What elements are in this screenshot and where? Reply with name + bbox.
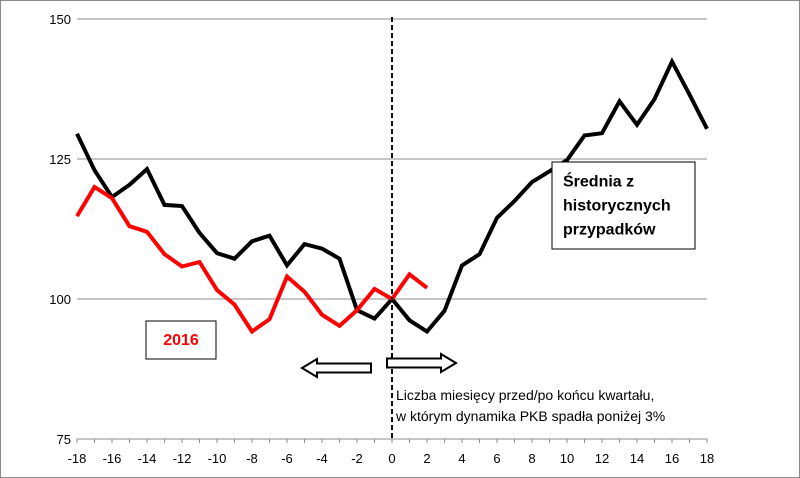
x-tick-label: 18 (700, 451, 714, 466)
x-tick-label: 12 (595, 451, 609, 466)
overlay-layer: Średnia z historycznych przypadków 2016 Licz… (145, 17, 696, 439)
annotation-text: w którym dynamika PKB spadła poniżej 3% (395, 408, 665, 424)
legend-box-2016 (145, 320, 217, 360)
y-tick-label: 75 (57, 432, 71, 447)
y-tick-label: 100 (49, 292, 71, 307)
axis-layer: 75 100 125 150 -18 -16 -14 -12 -10 -8 -6 -4 -2 0 2 4 6 8 1… (49, 12, 714, 466)
x-tick-label: -6 (281, 451, 293, 466)
x-tick-label: -8 (246, 451, 258, 466)
legend-label: 2016 (163, 332, 199, 349)
x-tick-label: -12 (173, 451, 192, 466)
legend-label: Średnia z (563, 172, 634, 191)
legend-label: przypadków (563, 222, 656, 239)
legend-box-historical (551, 161, 696, 250)
left-arrow-icon (300, 357, 372, 379)
y-tick-label: 150 (49, 12, 71, 27)
x-tick-label: 4 (458, 451, 465, 466)
x-tick-label: -10 (208, 451, 227, 466)
annotation-text: Liczba miesięcy przed/po końcu kwartału, (396, 387, 654, 403)
x-tick-label: 6 (493, 451, 500, 466)
legend-label: historycznych (563, 198, 671, 215)
x-tick-label: 16 (665, 451, 679, 466)
x-tick-label: 0 (388, 451, 395, 466)
x-tick-label: -2 (351, 451, 363, 466)
x-tick-label: -4 (316, 451, 328, 466)
right-arrow-icon (386, 352, 458, 374)
x-tick-label: 2 (423, 451, 430, 466)
series-line-2016 (75, 184, 429, 335)
x-tick-label: -18 (68, 451, 87, 466)
x-tick-label: 8 (528, 451, 535, 466)
x-tick-label: 10 (560, 451, 574, 466)
y-tick-label: 125 (49, 152, 71, 167)
x-tick-label: -14 (138, 451, 157, 466)
x-tick-label: -16 (103, 451, 122, 466)
x-tick-label: 14 (630, 451, 644, 466)
